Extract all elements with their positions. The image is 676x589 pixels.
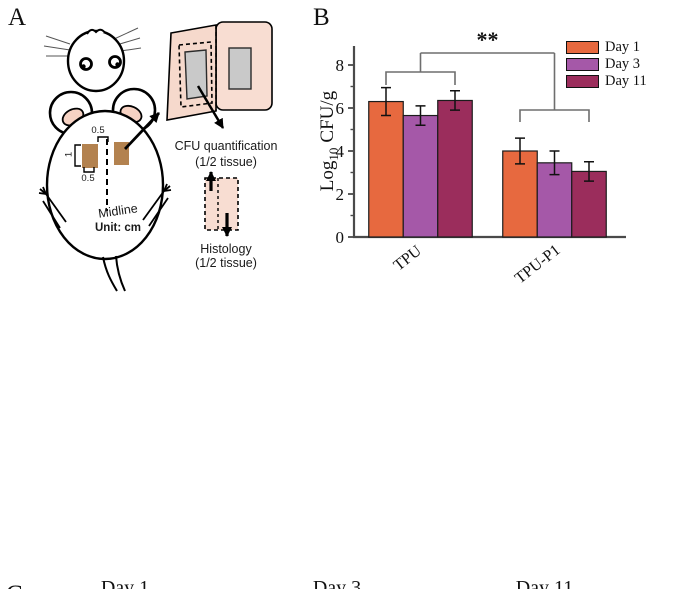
legend-item-day-11: Day 11 [566, 72, 647, 89]
error-bar [415, 105, 426, 126]
error-bar [450, 90, 460, 111]
error-bar [584, 161, 594, 182]
panel-a-label: A [8, 4, 27, 31]
unit-label: Unit: cm [95, 222, 141, 234]
bar-tpu-day-11 [437, 99, 473, 238]
y-tick-label: 4 [336, 142, 345, 161]
mouse-legs [38, 183, 172, 229]
measurement-brackets [74, 136, 109, 173]
mouse-body [45, 109, 165, 261]
panel-c-label: C [6, 581, 23, 589]
panel-b-chart: B 0 2 4 6 8 ** TPU TPU-P1 Log10CFU/g Day 1 Day 3… [310, 0, 676, 292]
significance-label: ** [477, 27, 499, 52]
legend-label: Day 3 [605, 55, 641, 72]
whiskers [43, 27, 142, 57]
mouse-snout [86, 28, 106, 35]
legend-swatch [566, 40, 599, 54]
legend-label: Day 11 [605, 72, 647, 89]
cfu-bar-chart: 0 2 4 6 8 ** TPU TPU-P1 [336, 27, 626, 288]
implant-left [82, 144, 98, 168]
panel-a: A [0, 0, 310, 292]
x-category-label: TPU [391, 242, 426, 274]
column-header-day11: Day 11 [515, 577, 574, 589]
measurement-height-label: 1 [63, 151, 75, 158]
panel-c-histology: C Day 1 Day 3 Day 11 TPU TPU-P1 [0, 288, 676, 589]
tissue-split-diagram [204, 171, 239, 237]
mouse-tail [102, 255, 126, 292]
cfu-quantification-label: CFU quantification [174, 139, 278, 153]
panel-b-label: B [313, 4, 330, 31]
y-tick-label: 0 [336, 228, 345, 247]
legend-swatch [566, 74, 599, 88]
y-tick-label: 2 [336, 185, 345, 204]
bar-tpu-p1-day-11 [571, 170, 607, 238]
mouse-eyes [79, 55, 122, 71]
chart-legend: Day 1 Day 3 Day 11 [566, 38, 647, 91]
column-header-day3: Day 3 [312, 577, 362, 589]
histology-sublabel: (1/2 tissue) [195, 256, 257, 270]
mouse-implant-schematic [38, 21, 273, 292]
legend-item-day-3: Day 3 [566, 55, 647, 72]
x-category-label: TPU-P1 [512, 242, 564, 288]
error-bar [515, 137, 525, 165]
legend-swatch [566, 57, 599, 71]
legend-label: Day 1 [605, 38, 641, 55]
significance-bracket [385, 52, 590, 122]
y-tick-label: 8 [336, 56, 345, 75]
y-tick-label: 6 [336, 99, 345, 118]
legend-item-day-1: Day 1 [566, 38, 647, 55]
error-bar [381, 86, 391, 117]
cfu-sublabel: (1/2 tissue) [195, 155, 257, 169]
y-axis-label: Log10CFU/g [317, 90, 341, 192]
bar-tpu-day-1 [368, 100, 404, 238]
measurement-top-label: 0.5 [91, 125, 105, 136]
error-bar [549, 150, 560, 176]
bar-tpu-day-3 [402, 114, 439, 238]
column-header-day1: Day 1 [100, 577, 150, 589]
skin-flap-inset [166, 21, 273, 129]
measurement-width-label: 0.5 [81, 173, 95, 184]
implant-to-inset-arrow [123, 112, 161, 150]
histology-label: Histology [200, 242, 252, 256]
